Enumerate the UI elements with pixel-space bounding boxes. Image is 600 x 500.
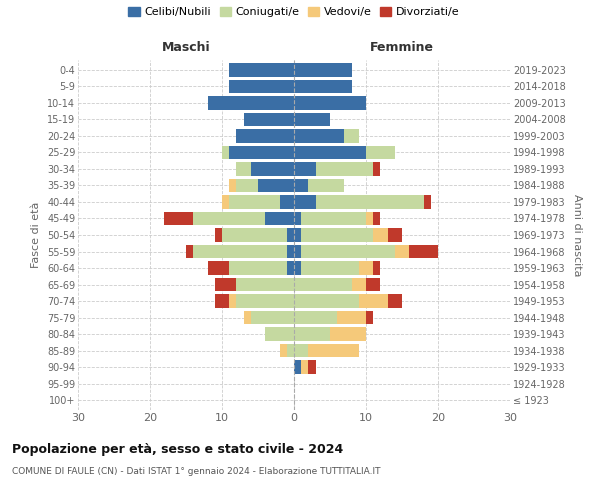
Bar (301, 212, 366, 226)
Text: Popolazione per età, sesso e stato civile - 2024: Popolazione per età, sesso e stato civil… (12, 442, 343, 456)
Bar (294, 360, 301, 374)
Text: Femmine: Femmine (370, 41, 434, 54)
Bar (229, 80, 294, 93)
Bar (352, 278, 366, 291)
Text: COMUNE DI FAULE (CN) - Dati ISTAT 1° gennaio 2024 - Elaborazione TUTTITALIA.IT: COMUNE DI FAULE (CN) - Dati ISTAT 1° gen… (12, 468, 380, 476)
Y-axis label: Anni di nascita: Anni di nascita (572, 194, 583, 276)
Bar (294, 328, 330, 341)
Bar (308, 178, 344, 192)
Bar (244, 112, 294, 126)
Bar (395, 244, 409, 258)
Bar (236, 162, 251, 175)
Bar (373, 162, 380, 175)
Bar (294, 178, 308, 192)
Bar (287, 344, 294, 358)
Bar (287, 228, 294, 242)
Bar (236, 278, 294, 291)
Bar (294, 129, 344, 142)
Bar (265, 328, 294, 341)
Bar (366, 311, 373, 324)
Bar (366, 146, 395, 159)
Bar (280, 195, 294, 209)
Bar (359, 261, 373, 275)
Bar (344, 129, 359, 142)
Bar (208, 96, 294, 110)
Bar (308, 344, 359, 358)
Bar (366, 278, 380, 291)
Bar (294, 228, 301, 242)
Bar (287, 244, 294, 258)
Bar (337, 311, 366, 324)
Y-axis label: Fasce di età: Fasce di età (31, 202, 41, 268)
Bar (280, 344, 287, 358)
Bar (236, 178, 258, 192)
Bar (251, 311, 294, 324)
Bar (373, 228, 388, 242)
Bar (294, 112, 330, 126)
Bar (294, 261, 301, 275)
Bar (409, 244, 438, 258)
Bar (229, 261, 287, 275)
Bar (294, 195, 316, 209)
Bar (229, 63, 294, 76)
Bar (301, 228, 373, 242)
Bar (301, 360, 308, 374)
Bar (251, 162, 294, 175)
Bar (193, 244, 287, 258)
Bar (265, 212, 294, 226)
Bar (301, 261, 359, 275)
Bar (366, 212, 373, 226)
Bar (229, 195, 280, 209)
Bar (294, 212, 301, 226)
Bar (316, 195, 424, 209)
Bar (164, 212, 193, 226)
Bar (294, 162, 316, 175)
Bar (294, 344, 308, 358)
Bar (294, 244, 301, 258)
Bar (424, 195, 431, 209)
Bar (229, 294, 236, 308)
Legend: Celibi/Nubili, Coniugati/e, Vedovi/e, Divorziati/e: Celibi/Nubili, Coniugati/e, Vedovi/e, Di… (124, 2, 464, 22)
Bar (186, 244, 193, 258)
Bar (244, 311, 251, 324)
Bar (373, 212, 380, 226)
Bar (388, 294, 402, 308)
Bar (215, 228, 222, 242)
Bar (294, 146, 366, 159)
Bar (359, 294, 388, 308)
Bar (222, 195, 229, 209)
Bar (294, 294, 359, 308)
Bar (229, 178, 236, 192)
Bar (294, 311, 337, 324)
Bar (294, 278, 352, 291)
Bar (294, 96, 366, 110)
Bar (215, 294, 229, 308)
Bar (236, 294, 294, 308)
Bar (229, 146, 294, 159)
Text: Maschi: Maschi (161, 41, 211, 54)
Bar (258, 178, 294, 192)
Bar (330, 328, 366, 341)
Bar (222, 228, 287, 242)
Bar (308, 360, 316, 374)
Bar (215, 278, 236, 291)
Bar (301, 244, 395, 258)
Bar (236, 129, 294, 142)
Bar (294, 80, 352, 93)
Bar (287, 261, 294, 275)
Bar (193, 212, 265, 226)
Bar (388, 228, 402, 242)
Bar (222, 146, 229, 159)
Bar (208, 261, 229, 275)
Bar (373, 261, 380, 275)
Bar (294, 63, 352, 76)
Bar (316, 162, 373, 175)
